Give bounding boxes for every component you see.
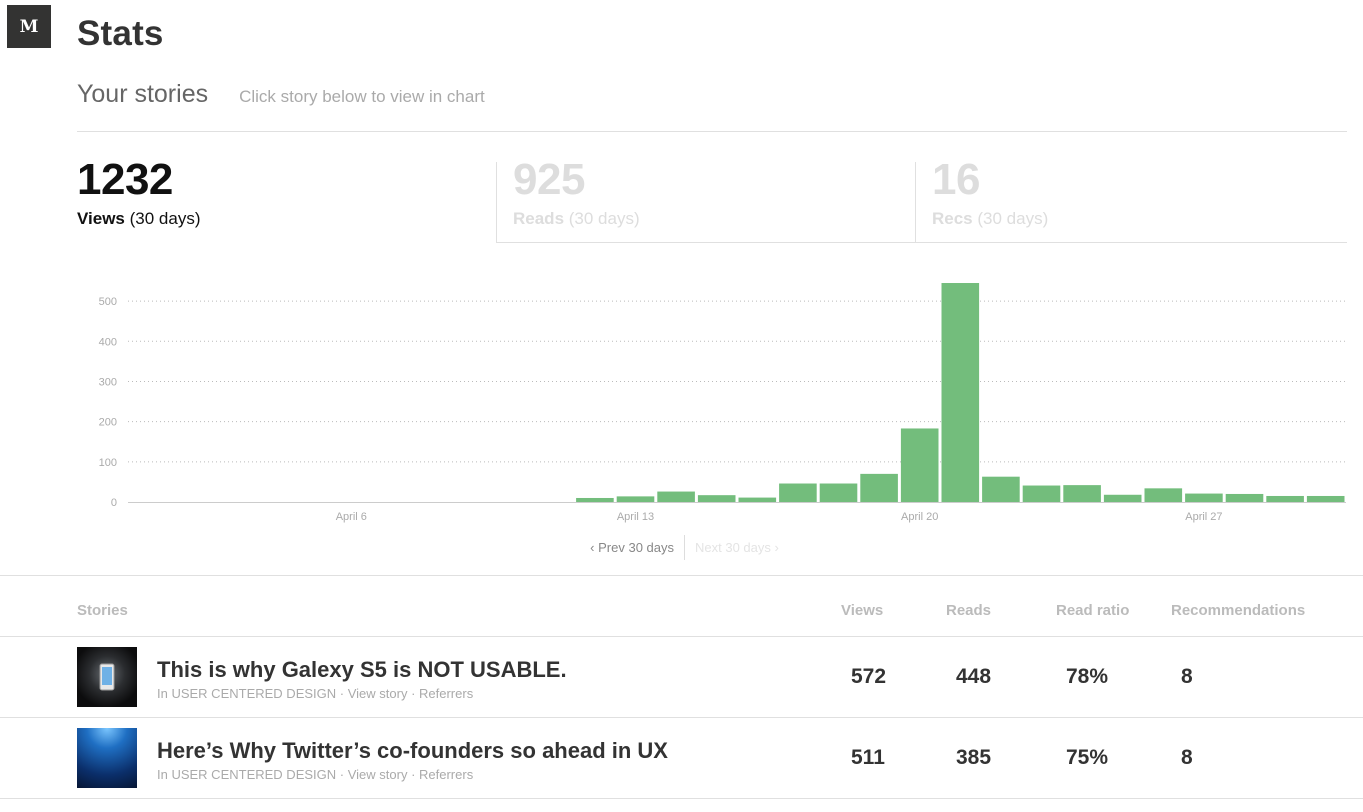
reads-count: 925 — [513, 155, 585, 204]
story-thumbnail — [77, 728, 137, 788]
next-30-days-button[interactable]: Next 30 days › — [685, 540, 779, 555]
chart-bar[interactable] — [1185, 493, 1223, 502]
chart-bar[interactable] — [860, 473, 898, 502]
section-header: Your stories Click story below to view i… — [77, 80, 485, 109]
col-read-ratio: Read ratio — [1056, 602, 1130, 619]
row-divider — [0, 798, 1363, 799]
story-reads: 385 — [956, 746, 992, 769]
chart-bar[interactable] — [1266, 495, 1304, 502]
story-recs: 8 — [1181, 665, 1193, 688]
story-title[interactable]: This is why Galexy S5 is NOT USABLE. — [157, 657, 567, 682]
story-read-ratio: 78% — [1066, 665, 1109, 688]
next-label: Next 30 days — [695, 539, 771, 555]
story-publication[interactable]: In USER CENTERED DESIGN — [157, 767, 337, 782]
chart-bar[interactable] — [697, 495, 736, 502]
referrers-link[interactable]: Referrers — [419, 767, 474, 782]
views-period: (30 days) — [129, 209, 201, 228]
y-tick-label: 200 — [99, 417, 117, 429]
view-story-link[interactable]: View story — [347, 767, 408, 782]
story-row[interactable]: Here’s Why Twitter’s co-founders so ahea… — [0, 718, 1363, 798]
y-tick-label: 0 — [111, 497, 117, 509]
medium-logo[interactable]: M — [7, 5, 51, 48]
recs-count: 16 — [932, 155, 980, 204]
chart-bar[interactable] — [900, 428, 939, 502]
story-reads: 448 — [956, 665, 992, 688]
story-read-ratio: 75% — [1066, 746, 1109, 769]
recs-label-text: Recs — [932, 209, 973, 228]
col-recommendations: Recommendations — [1171, 602, 1306, 619]
chart-bar[interactable] — [1306, 495, 1345, 502]
story-views: 572 — [851, 665, 887, 688]
y-tick-label: 400 — [99, 336, 117, 348]
referrers-link[interactable]: Referrers — [419, 686, 474, 701]
x-tick-label: April 27 — [1185, 511, 1222, 523]
chart-bar[interactable] — [657, 491, 695, 502]
chart-bar[interactable] — [1063, 485, 1101, 502]
col-views: Views — [841, 602, 884, 619]
story-meta: In USER CENTERED DESIGN · View story · R… — [157, 767, 474, 782]
chart-bar[interactable] — [1022, 485, 1061, 502]
y-tick-label: 500 — [99, 296, 117, 308]
logo-letter: M — [19, 16, 39, 37]
views-count: 1232 — [77, 155, 173, 204]
col-stories: Stories — [77, 602, 128, 619]
reads-label-text: Reads — [513, 209, 565, 228]
story-views: 511 — [851, 746, 885, 769]
view-story-link[interactable]: View story — [347, 686, 408, 701]
x-tick-label: April 13 — [617, 511, 654, 523]
tab-views[interactable]: 1232 Views (30 days) — [77, 155, 496, 243]
chart-bar[interactable] — [779, 483, 817, 502]
tab-reads[interactable]: 925 Reads (30 days) — [496, 155, 915, 243]
story-recs: 8 — [1181, 746, 1193, 769]
x-tick-label: April 20 — [901, 511, 938, 523]
section-hint: Click story below to view in chart — [239, 87, 485, 106]
phone-icon — [99, 663, 115, 691]
chart-bottom-divider — [0, 575, 1363, 576]
pager: ‹ Prev 30 days Next 30 days › — [0, 534, 1363, 560]
chart-bar[interactable] — [1144, 488, 1183, 502]
chart-bar[interactable] — [738, 497, 777, 502]
views-bar-chart: 0 100 200 300 400 500 April 6 April 13 April 20 A… — [99, 283, 1346, 523]
prev-30-days-button[interactable]: ‹ Prev 30 days — [590, 540, 684, 555]
header-divider — [0, 636, 1363, 637]
stories-table-header: Stories Views Reads Read ratio Recommend… — [0, 602, 1363, 622]
story-meta: In USER CENTERED DESIGN · View story · R… — [157, 686, 474, 701]
stat-tabs: 1232 Views (30 days) 925 Reads (30 days)… — [77, 155, 1347, 243]
views-label: Views (30 days) — [77, 209, 496, 229]
col-reads: Reads — [946, 602, 992, 619]
prev-label: Prev 30 days — [598, 539, 674, 555]
chevron-right-icon: › — [774, 539, 779, 555]
chart-bar[interactable] — [1225, 493, 1264, 502]
row-divider — [0, 717, 1363, 718]
chart-bar[interactable] — [819, 483, 858, 502]
story-thumbnail — [77, 647, 137, 707]
chart-bar[interactable] — [576, 497, 614, 502]
pager-separator — [684, 534, 685, 560]
views-label-text: Views — [77, 209, 125, 228]
story-publication[interactable]: In USER CENTERED DESIGN — [157, 686, 337, 701]
x-tick-label: April 6 — [336, 511, 367, 523]
story-title[interactable]: Here’s Why Twitter’s co-founders so ahea… — [157, 738, 668, 763]
reads-period: (30 days) — [568, 209, 640, 228]
y-tick-label: 300 — [99, 376, 117, 388]
recs-label: Recs (30 days) — [932, 209, 1347, 229]
tab-recs[interactable]: 16 Recs (30 days) — [915, 155, 1347, 243]
chart-bar[interactable] — [1103, 494, 1142, 502]
section-title: Your stories — [77, 80, 209, 108]
recs-period: (30 days) — [977, 209, 1049, 228]
page-title: Stats — [77, 14, 164, 53]
chevron-left-icon: ‹ — [590, 539, 595, 555]
chart-bar[interactable] — [982, 476, 1020, 502]
story-row[interactable]: This is why Galexy S5 is NOT USABLE. In … — [0, 637, 1363, 717]
y-tick-label: 100 — [99, 457, 117, 469]
reads-label: Reads (30 days) — [513, 209, 915, 229]
chart-bar[interactable] — [941, 283, 980, 502]
top-divider — [77, 131, 1347, 132]
chart-bar[interactable] — [616, 496, 655, 502]
